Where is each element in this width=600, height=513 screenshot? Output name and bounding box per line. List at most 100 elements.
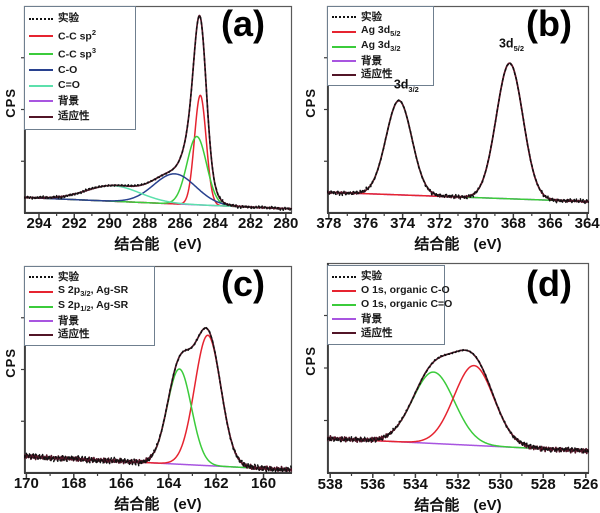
x-tick-label: 168	[61, 475, 86, 492]
legend-swatch-line	[29, 34, 53, 37]
y-axis-label-c: CPS	[3, 347, 18, 378]
legend-label: S 2p1/2, Ag-SR	[58, 299, 129, 314]
spectrum-plot-c: 170 168 166 164 162 160	[14, 265, 293, 492]
legend-label: 背景	[361, 312, 382, 325]
legend-swatch-line	[332, 60, 356, 63]
legend-a: 实验 C-C sp2 C-C sp3 C-O C=O 背景适应性	[24, 6, 136, 130]
x-tick-label: 374	[390, 215, 416, 232]
panel-letter-a: (a)	[221, 3, 265, 44]
x-axis-title-b: 结合能 (eV)	[327, 233, 589, 254]
x-tick-label: 538	[318, 476, 343, 493]
x-tick-label: 164	[156, 475, 182, 492]
legend-item: C-C sp2	[29, 29, 131, 43]
x-tick-label: 528	[531, 476, 556, 493]
panel-a: 294 292 290 288 286 284 282 280 CPS 结合能 (eV) (a)…	[0, 0, 300, 256]
legend-label: 实验	[58, 12, 79, 25]
legend-label: 背景	[58, 94, 79, 107]
x-tick-label: 282	[238, 215, 263, 232]
x-tick-label: 286	[168, 215, 193, 232]
x-axis-title-d: 结合能 (eV)	[327, 494, 589, 513]
legend-swatch-dotted-line	[29, 17, 53, 20]
legend-label: O 1s, organic C=O	[361, 298, 453, 311]
x-axis-title-text: 结合能	[114, 496, 160, 513]
legend-item: 适应性	[332, 69, 429, 80]
x-axis-title-text: 结合能	[414, 236, 460, 253]
x-tick-label: 372	[427, 215, 452, 232]
legend-swatch-line	[29, 69, 53, 72]
x-tick-label: 368	[501, 215, 526, 232]
legend-label: 适应性	[361, 68, 393, 81]
legend-swatch-line	[332, 30, 356, 33]
legend-label: 实验	[361, 270, 382, 283]
x-axis-unit: (eV)	[173, 496, 202, 513]
x-tick-label: 160	[251, 475, 276, 492]
legend-item: O 1s, organic C-O	[332, 285, 450, 296]
x-tick-label: 378	[316, 215, 341, 232]
x-axis-title-text: 结合能	[414, 497, 460, 513]
legend-swatch-line	[29, 100, 53, 103]
legend-item: C-O	[29, 63, 131, 76]
legend-label: C=O	[58, 79, 80, 92]
legend-swatch-dotted-line	[29, 276, 53, 278]
legend-swatch-line	[29, 333, 53, 336]
panel-letter-c: (c)	[221, 263, 265, 304]
legend-item: C=O	[29, 80, 131, 91]
legend-label: O 1s, organic C-O	[361, 284, 450, 297]
x-axis-unit: (eV)	[473, 497, 502, 513]
panel-c: 170 168 166 164 162 160 CPS 结合能 (eV) (c) 实验 S 2…	[0, 256, 300, 513]
x-tick-label: 290	[97, 215, 122, 232]
legend-label: 适应性	[361, 326, 393, 339]
peak-annotation: 3d3/2	[393, 77, 419, 94]
legend-swatch-line	[332, 332, 356, 335]
legend-swatch-dotted-line	[332, 16, 356, 18]
x-tick-label: 376	[353, 215, 378, 232]
legend-item: 背景	[29, 94, 131, 107]
legend-label: C-C sp3	[58, 45, 97, 61]
legend-swatch-line	[29, 84, 53, 87]
x-axis-title-text: 结合能	[114, 236, 160, 253]
x-tick-label: 536	[360, 476, 385, 493]
x-tick-label: 366	[538, 215, 563, 232]
legend-label: Ag 3d3/2	[361, 39, 401, 54]
legend-item: 适应性	[29, 111, 131, 122]
x-axis-title-c: 结合能 (eV)	[24, 493, 292, 513]
legend-item: 实验	[29, 270, 150, 283]
x-axis-title-a: 结合能 (eV)	[24, 233, 292, 254]
legend-b: 实验 Ag 3d5/2 Ag 3d3/2 背景 适应性	[327, 6, 434, 86]
legend-label: 实验	[361, 10, 382, 23]
legend-swatch-line	[29, 290, 53, 293]
peak-annotation: 3d5/2	[498, 36, 525, 53]
x-tick-label: 292	[62, 215, 87, 232]
x-tick-label: 534	[403, 476, 429, 493]
legend-label: S 2p3/2, Ag-SR	[58, 284, 129, 299]
legend-label: 背景	[58, 314, 79, 327]
legend-label: C-C sp2	[58, 27, 97, 43]
panel-d: 538 536 534 532 530 528 526 CPS 结合能 (eV) (d) 实验…	[300, 256, 600, 513]
legend-item: 实验	[332, 271, 440, 282]
x-tick-label: 166	[109, 475, 134, 492]
x-tick-label: 530	[488, 476, 513, 493]
legend-item: S 2p3/2, Ag-SR	[29, 285, 150, 298]
legend-label: C-O	[58, 63, 78, 76]
x-tick-label: 170	[14, 475, 39, 492]
legend-swatch-line	[29, 305, 53, 308]
legend-label: 适应性	[58, 328, 90, 341]
x-axis-unit: (eV)	[173, 236, 202, 253]
panel-letter-d: (d)	[526, 263, 572, 304]
x-tick-label: 364	[575, 215, 600, 232]
legend-label: 实验	[58, 270, 79, 283]
x-tick-label: 526	[573, 476, 598, 493]
y-axis-label-a: CPS	[3, 87, 18, 118]
legend-swatch-line	[332, 318, 356, 321]
legend-item: Ag 3d5/2	[332, 25, 429, 38]
x-tick-label: 162	[204, 475, 229, 492]
spectrum-plot-a: 294 292 290 288 286 284 282 280	[21, 5, 298, 232]
legend-item: 背景	[332, 54, 429, 67]
spectrum-plot-b: 378 376 374 372 370 368 366 364	[316, 5, 600, 232]
legend-label: 背景	[361, 54, 382, 67]
x-tick-label: 370	[464, 215, 489, 232]
x-tick-label: 284	[203, 215, 229, 232]
x-tick-label: 288	[132, 215, 157, 232]
legend-d: 实验 O 1s, organic C-O O 1s, organic C=O 背景 适应…	[327, 265, 452, 345]
